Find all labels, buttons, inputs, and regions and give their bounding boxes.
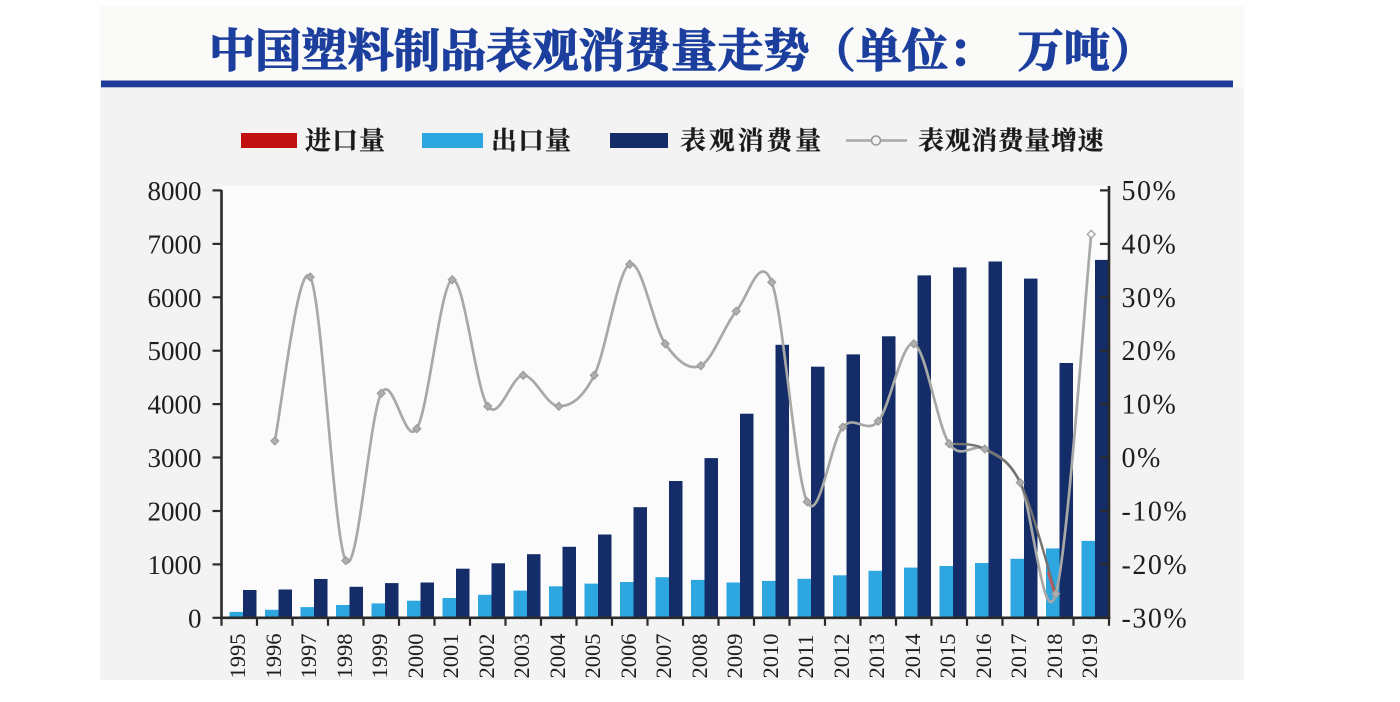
svg-text:50%: 50%: [1122, 176, 1178, 207]
svg-text:2006: 2006: [616, 634, 641, 679]
svg-text:2013: 2013: [864, 634, 889, 679]
svg-text:6000: 6000: [148, 283, 202, 313]
svg-text:10%: 10%: [1122, 390, 1178, 421]
svg-text:2018: 2018: [1042, 634, 1067, 679]
svg-text:2016: 2016: [971, 634, 996, 679]
svg-text:-20%: -20%: [1122, 550, 1189, 581]
svg-text:30%: 30%: [1122, 283, 1178, 314]
svg-text:7000: 7000: [148, 229, 202, 259]
svg-text:2007: 2007: [651, 634, 676, 679]
svg-text:1000: 1000: [148, 550, 202, 580]
svg-text:2017: 2017: [1006, 634, 1031, 679]
svg-text:2001: 2001: [438, 634, 463, 679]
svg-text:1996: 1996: [261, 634, 286, 679]
svg-text:3000: 3000: [148, 443, 202, 473]
svg-text:2000: 2000: [148, 497, 202, 527]
svg-text:2003: 2003: [509, 634, 534, 679]
svg-text:40%: 40%: [1122, 229, 1178, 260]
svg-text:1999: 1999: [367, 634, 392, 679]
svg-text:2011: 2011: [793, 634, 818, 678]
svg-text:2015: 2015: [935, 634, 960, 679]
svg-text:5000: 5000: [148, 336, 202, 366]
svg-text:1997: 1997: [296, 634, 321, 679]
svg-text:2014: 2014: [900, 634, 925, 679]
svg-text:8000: 8000: [148, 176, 202, 206]
svg-text:20%: 20%: [1122, 336, 1178, 367]
svg-text:1995: 1995: [225, 634, 250, 679]
svg-text:1998: 1998: [332, 634, 357, 679]
svg-text:4000: 4000: [148, 390, 202, 420]
svg-text:0%: 0%: [1122, 443, 1162, 474]
svg-text:2019: 2019: [1077, 634, 1102, 679]
svg-text:-30%: -30%: [1122, 603, 1189, 634]
svg-text:2005: 2005: [580, 634, 605, 679]
svg-text:2002: 2002: [474, 634, 499, 679]
svg-text:2010: 2010: [758, 634, 783, 679]
svg-text:-10%: -10%: [1122, 497, 1189, 528]
svg-text:0: 0: [188, 603, 202, 633]
svg-text:2012: 2012: [829, 634, 854, 679]
svg-text:2008: 2008: [687, 634, 712, 679]
svg-text:2000: 2000: [403, 634, 428, 679]
svg-text:2009: 2009: [722, 634, 747, 679]
svg-text:2004: 2004: [545, 634, 570, 679]
